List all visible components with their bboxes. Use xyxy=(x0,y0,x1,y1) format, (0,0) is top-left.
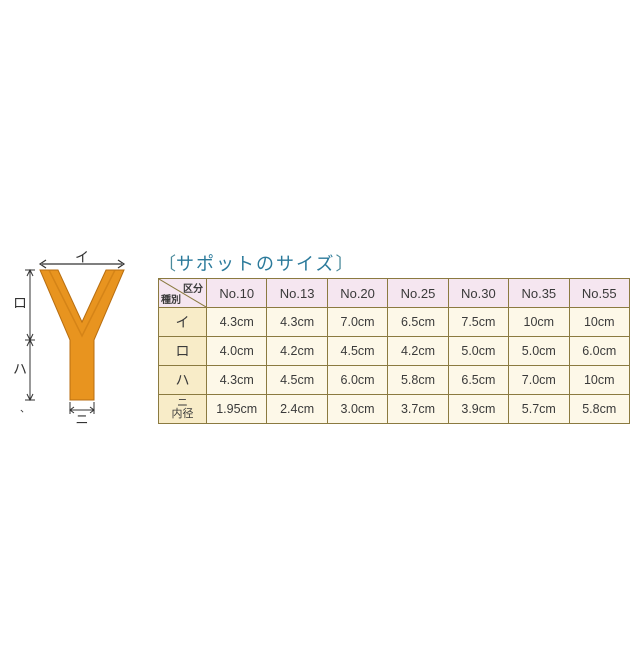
col-header: No.13 xyxy=(267,279,327,308)
cell: 10cm xyxy=(569,308,629,337)
cell: 4.2cm xyxy=(267,337,327,366)
table-row: イ 4.3cm 4.3cm 7.0cm 6.5cm 7.5cm 10cm 10c… xyxy=(159,308,630,337)
bracket-close: 〕 xyxy=(335,254,353,274)
row-header: ハ xyxy=(159,366,207,395)
dim-label-ha: ハ xyxy=(13,361,27,377)
bracket-open: 〔 xyxy=(158,254,176,274)
col-header: No.25 xyxy=(388,279,448,308)
col-header: No.30 xyxy=(448,279,508,308)
cell: 4.0cm xyxy=(207,337,267,366)
cell: 3.7cm xyxy=(388,395,448,424)
row-header: ニ 内径 xyxy=(159,395,207,424)
dim-label-ro: ロ xyxy=(13,295,27,311)
cell: 3.9cm xyxy=(448,395,508,424)
dim-label-i: イ xyxy=(75,250,89,265)
table-row: ロ 4.0cm 4.2cm 4.5cm 4.2cm 5.0cm 5.0cm 6.… xyxy=(159,337,630,366)
cell: 4.3cm xyxy=(207,366,267,395)
title-text: サポットのサイズ xyxy=(176,254,335,274)
table-row: ハ 4.3cm 4.5cm 6.0cm 5.8cm 6.5cm 7.0cm 10… xyxy=(159,366,630,395)
cell: 6.0cm xyxy=(327,366,387,395)
col-header: No.35 xyxy=(509,279,569,308)
cell: 7.0cm xyxy=(509,366,569,395)
svg-text:、: 、 xyxy=(20,404,30,415)
cell: 2.4cm xyxy=(267,395,327,424)
corner-bottom-label: 種別 xyxy=(161,291,181,306)
sapot-diagram: イ ロ ハ xyxy=(10,250,152,430)
col-header: No.10 xyxy=(207,279,267,308)
cell: 4.5cm xyxy=(267,366,327,395)
content-region: イ ロ ハ xyxy=(10,250,630,430)
cell: 6.5cm xyxy=(388,308,448,337)
cell: 7.0cm xyxy=(327,308,387,337)
cell: 4.3cm xyxy=(207,308,267,337)
corner-top-label: 区分 xyxy=(183,280,203,295)
col-header: No.55 xyxy=(569,279,629,308)
row-header: イ xyxy=(159,308,207,337)
cell: 5.0cm xyxy=(448,337,508,366)
cell: 6.0cm xyxy=(569,337,629,366)
row-header: ロ xyxy=(159,337,207,366)
cell: 5.7cm xyxy=(509,395,569,424)
cell: 6.5cm xyxy=(448,366,508,395)
y-body xyxy=(40,270,124,400)
cell: 4.2cm xyxy=(388,337,448,366)
cell: 1.95cm xyxy=(207,395,267,424)
cell: 10cm xyxy=(569,366,629,395)
col-header: No.20 xyxy=(327,279,387,308)
cell: 4.3cm xyxy=(267,308,327,337)
cell: 5.0cm xyxy=(509,337,569,366)
cell: 10cm xyxy=(509,308,569,337)
cell: 3.0cm xyxy=(327,395,387,424)
cell: 5.8cm xyxy=(569,395,629,424)
corner-cell: 区分 種別 xyxy=(159,279,207,308)
cell: 7.5cm xyxy=(448,308,508,337)
cell: 5.8cm xyxy=(388,366,448,395)
cell: 4.5cm xyxy=(327,337,387,366)
table-row: ニ 内径 1.95cm 2.4cm 3.0cm 3.7cm 3.9cm 5.7c… xyxy=(159,395,630,424)
table-title: 〔サポットのサイズ〕 xyxy=(158,250,630,276)
size-table: 区分 種別 No.10 No.13 No.20 No.25 No.30 No.3… xyxy=(158,278,630,424)
size-table-region: 〔サポットのサイズ〕 区分 種別 No.10 No.13 xyxy=(158,250,630,424)
dim-label-ni: ニ xyxy=(75,412,88,427)
